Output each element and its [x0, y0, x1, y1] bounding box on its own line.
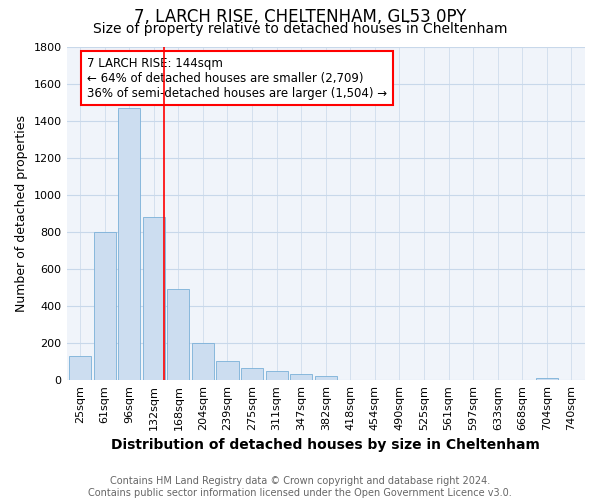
- Text: Size of property relative to detached houses in Cheltenham: Size of property relative to detached ho…: [93, 22, 507, 36]
- Text: Contains HM Land Registry data © Crown copyright and database right 2024.
Contai: Contains HM Land Registry data © Crown c…: [88, 476, 512, 498]
- Bar: [94, 232, 116, 380]
- Bar: [290, 374, 312, 380]
- Text: 7, LARCH RISE, CHELTENHAM, GL53 0PY: 7, LARCH RISE, CHELTENHAM, GL53 0PY: [134, 8, 466, 26]
- Bar: [266, 371, 287, 380]
- Bar: [315, 376, 337, 380]
- X-axis label: Distribution of detached houses by size in Cheltenham: Distribution of detached houses by size …: [112, 438, 540, 452]
- Bar: [167, 290, 190, 380]
- Bar: [536, 378, 558, 380]
- Bar: [118, 108, 140, 380]
- Bar: [241, 368, 263, 380]
- Bar: [192, 343, 214, 380]
- Bar: [143, 217, 165, 380]
- Y-axis label: Number of detached properties: Number of detached properties: [15, 115, 28, 312]
- Text: 7 LARCH RISE: 144sqm
← 64% of detached houses are smaller (2,709)
36% of semi-de: 7 LARCH RISE: 144sqm ← 64% of detached h…: [87, 56, 388, 100]
- Bar: [217, 361, 239, 380]
- Bar: [69, 356, 91, 380]
